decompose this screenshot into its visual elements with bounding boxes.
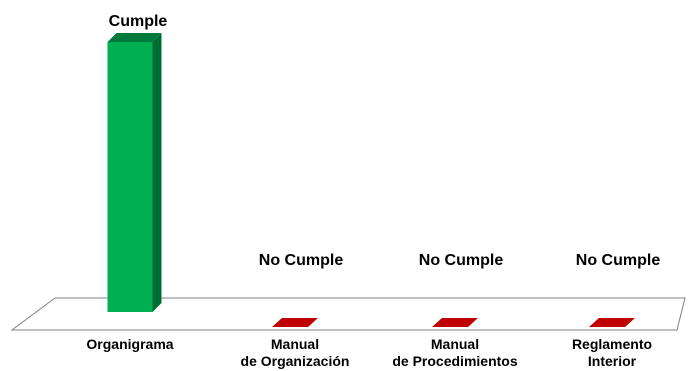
category-label-0: Organigrama (86, 336, 173, 352)
category-labels-group: Organigrama Manual de Organización Manual de… (86, 336, 652, 369)
category-label-2: Manual de Procedimientos (392, 336, 517, 369)
bar-side-0 (152, 33, 162, 312)
data-label-2: No Cumple (419, 252, 504, 269)
bar-front-0 (107, 42, 153, 312)
data-labels-group: Cumple No Cumple No Cumple No Cumple (109, 13, 661, 269)
bar-top-0 (107, 33, 162, 42)
data-label-0: Cumple (109, 13, 168, 30)
bar-2 (432, 318, 478, 327)
data-label-3: No Cumple (576, 252, 661, 269)
bar-1 (272, 318, 318, 327)
chart-floor (10, 297, 686, 331)
bar-0 (107, 33, 162, 312)
data-label-1: No Cumple (259, 252, 344, 269)
category-label-3: Reglamento Interior (572, 336, 652, 369)
bars-group (107, 33, 635, 327)
category-label-1: Manual de Organización (241, 336, 350, 369)
bar-3 (589, 318, 635, 327)
